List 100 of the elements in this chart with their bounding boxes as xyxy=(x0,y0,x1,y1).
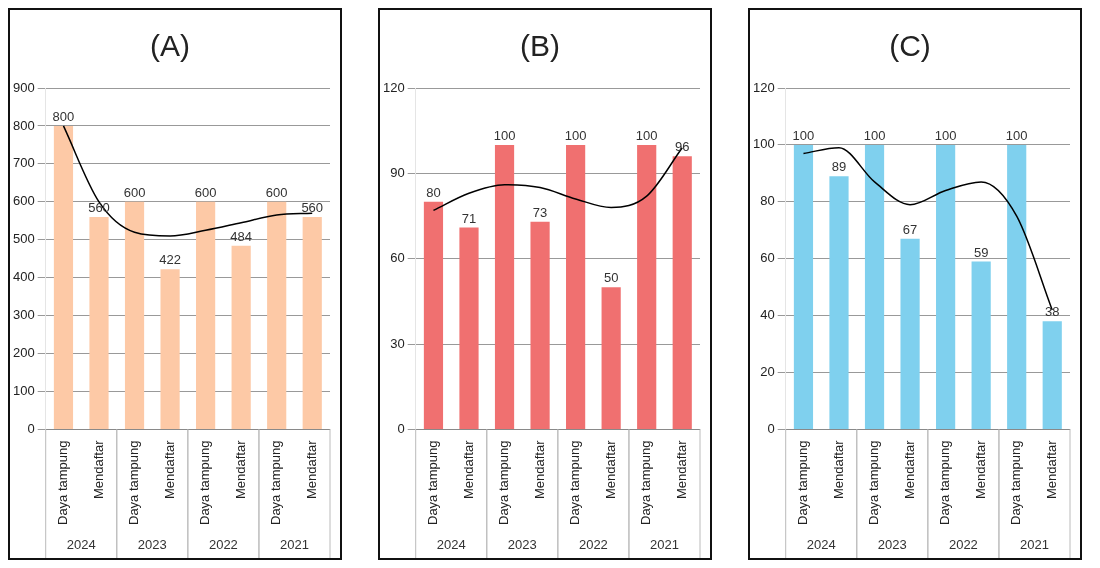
x-tick-label: Mendaftar xyxy=(161,439,177,499)
x-tick-label: Mendaftar xyxy=(602,439,618,499)
data-label: 100 xyxy=(493,127,516,143)
bar xyxy=(900,238,920,429)
bar xyxy=(566,144,586,429)
data-label: 600 xyxy=(194,184,217,200)
bar xyxy=(672,156,692,429)
text: 2024 xyxy=(66,537,96,553)
y-tick-label: 60 xyxy=(390,250,405,266)
y-tick-label: 0 xyxy=(767,421,775,437)
bar xyxy=(302,216,322,429)
bar xyxy=(864,144,885,429)
x-tick-label: Mendaftar xyxy=(460,439,476,499)
text: 2023 xyxy=(137,537,167,553)
bar xyxy=(423,201,444,429)
bar xyxy=(601,287,621,429)
bar xyxy=(936,144,956,429)
text: 2022 xyxy=(208,537,238,553)
data-label: 100 xyxy=(792,127,815,143)
chart-title: (A) xyxy=(150,29,190,63)
y-tick-label: 900 xyxy=(12,79,35,95)
data-label: 67 xyxy=(902,221,918,237)
x-tick-label: Mendaftar xyxy=(1043,439,1059,499)
bar xyxy=(829,176,849,429)
y-tick-label: 800 xyxy=(12,117,35,133)
y-tick-label: 400 xyxy=(12,269,35,285)
data-label: 560 xyxy=(301,200,324,216)
data-label: 600 xyxy=(265,184,288,200)
x-tick-label: Mendaftar xyxy=(972,439,988,499)
data-label: 800 xyxy=(52,109,75,125)
x-tick-label: Daya tampung xyxy=(197,440,213,526)
x-tick-label: Daya tampung xyxy=(425,440,441,526)
x-tick-label: Mendaftar xyxy=(830,439,846,499)
bar xyxy=(459,227,479,429)
y-tick-label: 100 xyxy=(12,383,35,399)
y-tick-label: 30 xyxy=(390,335,405,351)
bar xyxy=(793,144,814,429)
bar xyxy=(267,201,287,429)
bar xyxy=(530,221,550,429)
bar xyxy=(1007,144,1027,429)
x-tick-label: Daya tampung xyxy=(638,440,654,526)
x-tick-label: Mendaftar xyxy=(673,439,689,499)
y-tick-label: 90 xyxy=(390,164,405,180)
x-tick-label: Daya tampung xyxy=(866,440,882,526)
data-label: 59 xyxy=(973,244,989,260)
data-label: 96 xyxy=(675,139,690,155)
y-tick-label: 100 xyxy=(752,136,775,152)
y-tick-label: 300 xyxy=(12,307,35,323)
data-label: 484 xyxy=(230,228,252,244)
data-label: 100 xyxy=(564,127,587,143)
x-tick-label: Mendaftar xyxy=(303,439,319,499)
text: 2024 xyxy=(436,537,466,553)
y-tick-label: 200 xyxy=(12,345,35,361)
x-tick-label: Daya tampung xyxy=(496,440,512,526)
bar xyxy=(494,144,515,429)
data-label: 100 xyxy=(934,127,957,143)
data-label: 422 xyxy=(159,252,181,268)
x-tick-label: Daya tampung xyxy=(937,440,953,526)
text: 2022 xyxy=(948,537,978,553)
bar xyxy=(196,201,216,429)
y-tick-label: 0 xyxy=(27,421,35,437)
x-tick-label: Mendaftar xyxy=(531,439,547,499)
x-tick-label: Daya tampung xyxy=(268,440,284,526)
bar xyxy=(124,201,145,429)
x-tick-label: Mendaftar xyxy=(901,439,917,499)
text: 2021 xyxy=(650,537,679,553)
x-tick-label: Daya tampung xyxy=(55,440,71,526)
bar xyxy=(160,269,180,429)
data-label: 50 xyxy=(603,270,619,286)
y-tick-label: 600 xyxy=(12,193,35,209)
y-tick-label: 40 xyxy=(760,307,775,323)
y-tick-label: 0 xyxy=(397,421,405,437)
text: 2023 xyxy=(877,537,907,553)
data-label: 600 xyxy=(123,184,146,200)
bar xyxy=(971,261,991,429)
text: 2023 xyxy=(507,537,537,553)
y-tick-label: 60 xyxy=(760,250,775,266)
y-tick-label: 500 xyxy=(12,231,35,247)
bar xyxy=(637,144,657,429)
x-tick-label: Daya tampung xyxy=(795,440,811,526)
x-tick-label: Daya tampung xyxy=(1008,440,1024,526)
y-tick-label: 20 xyxy=(760,364,775,380)
data-label: 38 xyxy=(1045,304,1060,320)
text: 2021 xyxy=(1020,537,1049,553)
y-tick-label: 120 xyxy=(382,79,405,95)
x-tick-label: Mendaftar xyxy=(90,439,106,499)
data-label: 89 xyxy=(831,159,847,175)
x-tick-label: Mendaftar xyxy=(232,439,248,499)
y-tick-label: 700 xyxy=(12,155,35,171)
bar xyxy=(1042,321,1062,429)
y-tick-label: 80 xyxy=(760,193,775,209)
bar xyxy=(53,125,74,429)
bar xyxy=(231,245,251,429)
data-label: 100 xyxy=(635,127,658,143)
text: 2022 xyxy=(578,537,608,553)
bar xyxy=(89,216,109,429)
data-label: 71 xyxy=(461,210,477,226)
text: 2021 xyxy=(280,537,309,553)
data-label: 100 xyxy=(1005,127,1028,143)
y-tick-label: 120 xyxy=(752,79,775,95)
